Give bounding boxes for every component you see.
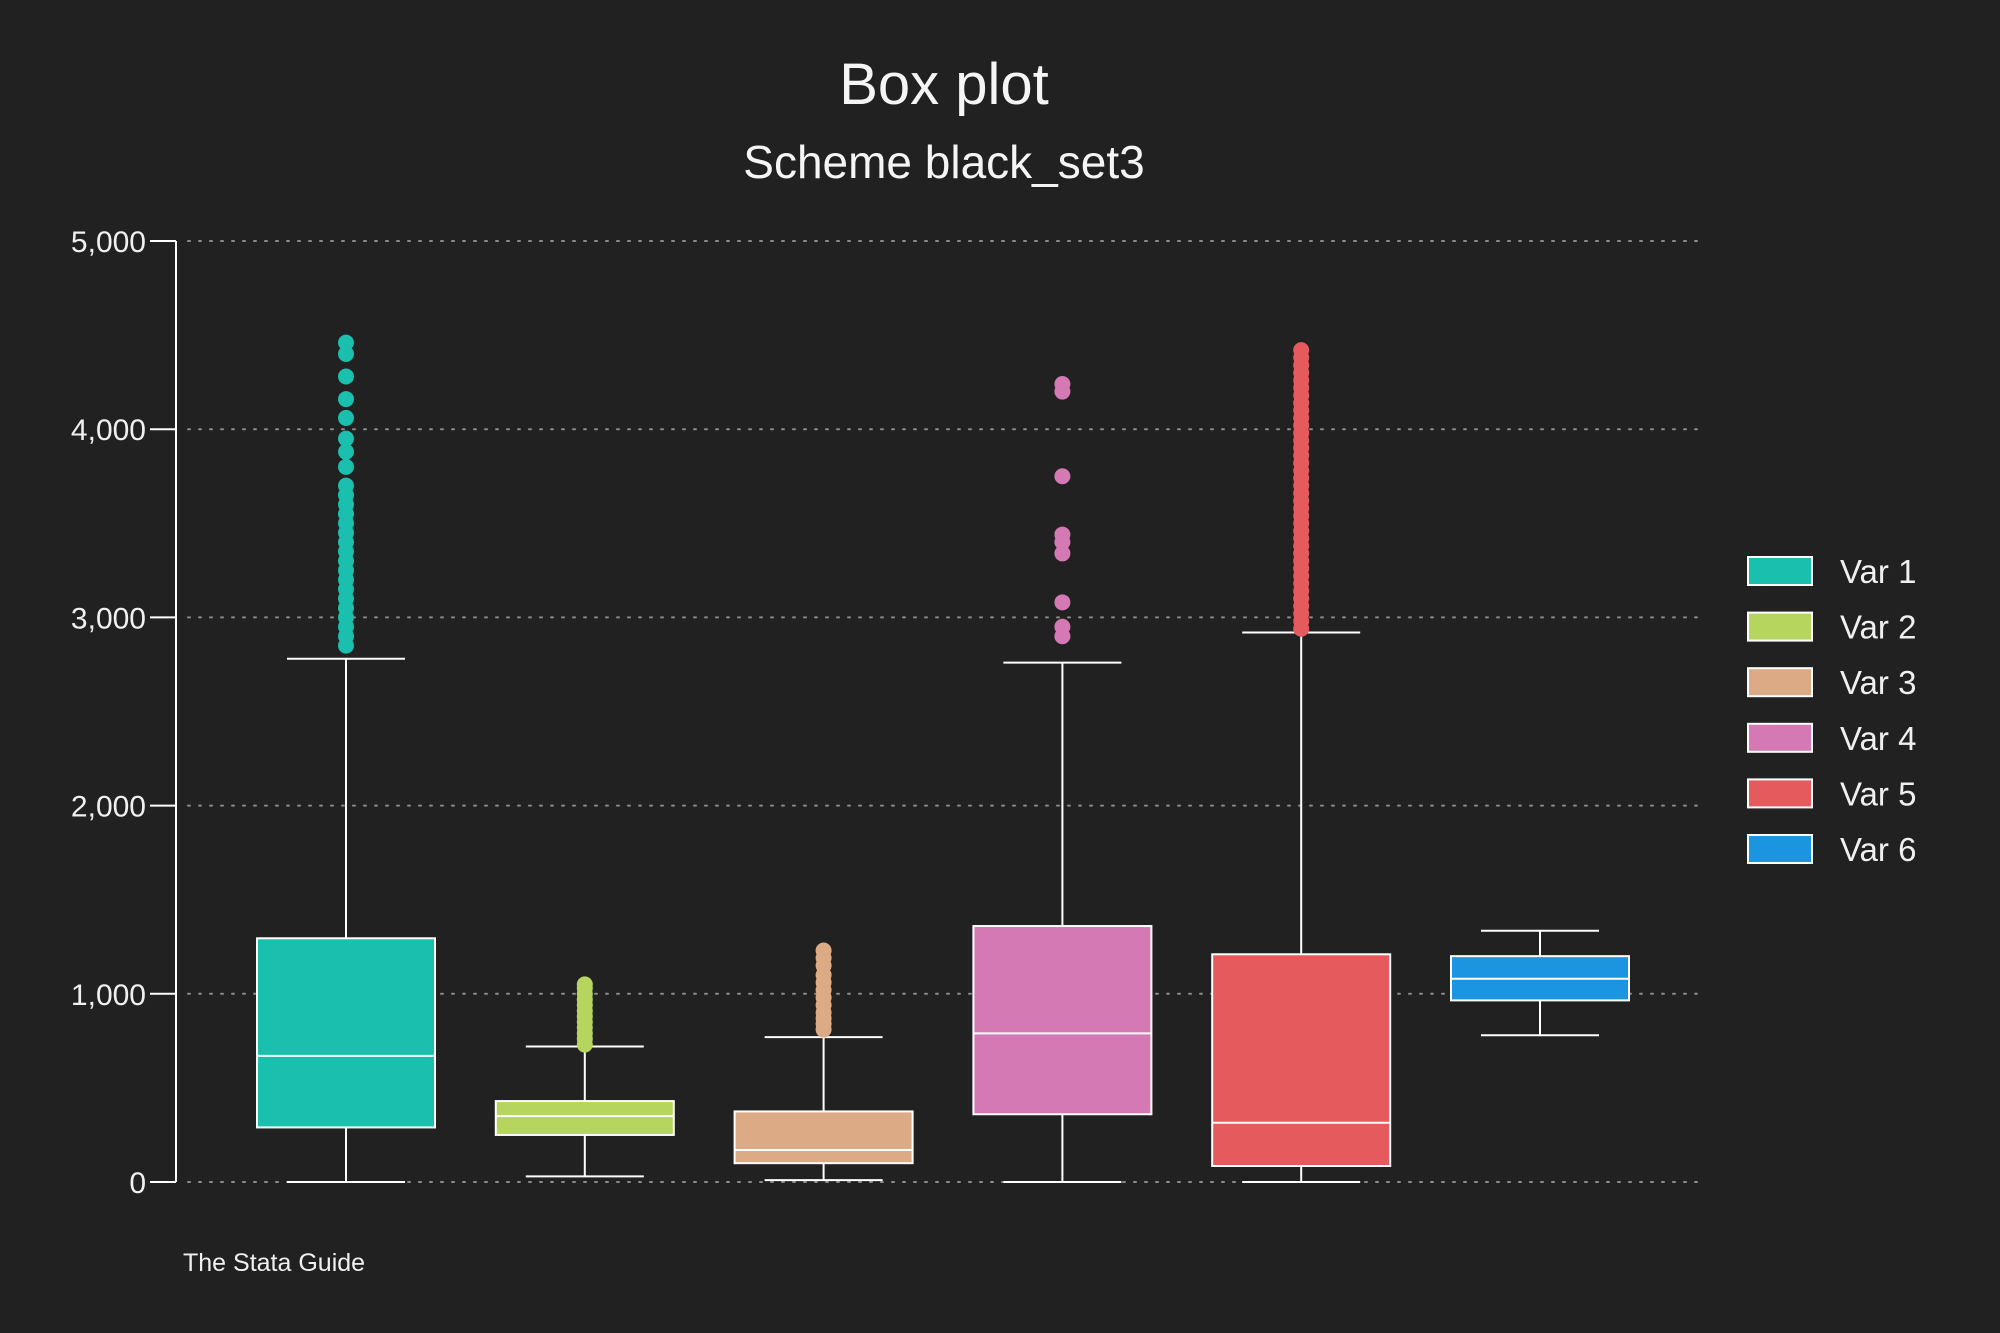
legend-item: Var 3 [1747,664,1916,701]
outlier-point [815,942,832,959]
legend-swatch [1747,834,1813,864]
outlier-point [1054,526,1071,543]
outlier-point [1054,376,1071,393]
box-iqr [1211,953,1392,1168]
outlier-point [1054,545,1071,562]
y-tick-label: 3,000 [71,602,146,635]
legend-label: Var 4 [1840,720,1916,757]
outlier-point [338,334,354,351]
outlier-point [576,976,593,993]
chart-note: The Stata Guide [183,1249,365,1277]
gridlines [187,240,1705,1183]
legend-label: Var 1 [1840,553,1916,590]
legend-item: Var 1 [1747,553,1916,590]
legend-swatch [1747,667,1813,698]
legend-label: Var 5 [1840,775,1916,812]
chart-title: Box plot [839,52,1049,117]
box-4 [972,376,1153,1183]
outlier-point [1054,594,1071,611]
boxes [256,334,1630,1183]
box-iqr [494,1100,675,1136]
outlier-point [338,409,354,426]
box-3 [733,942,914,1182]
box-iqr [256,937,436,1129]
outlier-point [338,443,354,460]
outlier-point [1293,342,1310,359]
legend-swatch [1747,611,1813,642]
y-tick-label: 2,000 [71,791,146,824]
legend-item: Var 2 [1747,609,1916,646]
legend-label: Var 2 [1840,609,1916,646]
y-tick-label: 5,000 [71,226,146,259]
outlier-point [1054,468,1071,485]
chart-subtitle: Scheme black_set3 [743,136,1144,188]
y-axis: 0 1,000 2,000 3,000 4,000 5,000 [71,226,177,1200]
box-6 [1450,929,1630,1037]
box-2 [494,976,675,1178]
outlier-point [338,345,354,362]
legend-item: Var 5 [1747,775,1916,812]
outlier-point [338,391,354,408]
legend: Var 1 Var 2 Var 3 Var 4 Var 5 Var 6 [1747,553,1916,868]
legend-label: Var 3 [1840,664,1916,701]
y-tick-label: 4,000 [71,414,146,447]
outlier-point [338,477,354,494]
y-tick-label: 1,000 [71,979,146,1012]
legend-item: Var 6 [1747,831,1916,868]
outlier-point [338,368,354,385]
legend-swatch [1747,556,1813,586]
box-1 [256,334,436,1183]
box-5 [1211,342,1392,1183]
outlier-point [338,458,354,475]
outlier-point [338,430,354,447]
legend-label: Var 6 [1840,831,1916,868]
legend-item: Var 4 [1747,720,1916,757]
legend-swatch [1747,778,1813,809]
legend-swatch [1747,722,1813,753]
y-tick-label: 0 [129,1167,146,1200]
outlier-point [1054,618,1071,635]
box-iqr [972,925,1153,1116]
box-iqr [733,1110,914,1165]
